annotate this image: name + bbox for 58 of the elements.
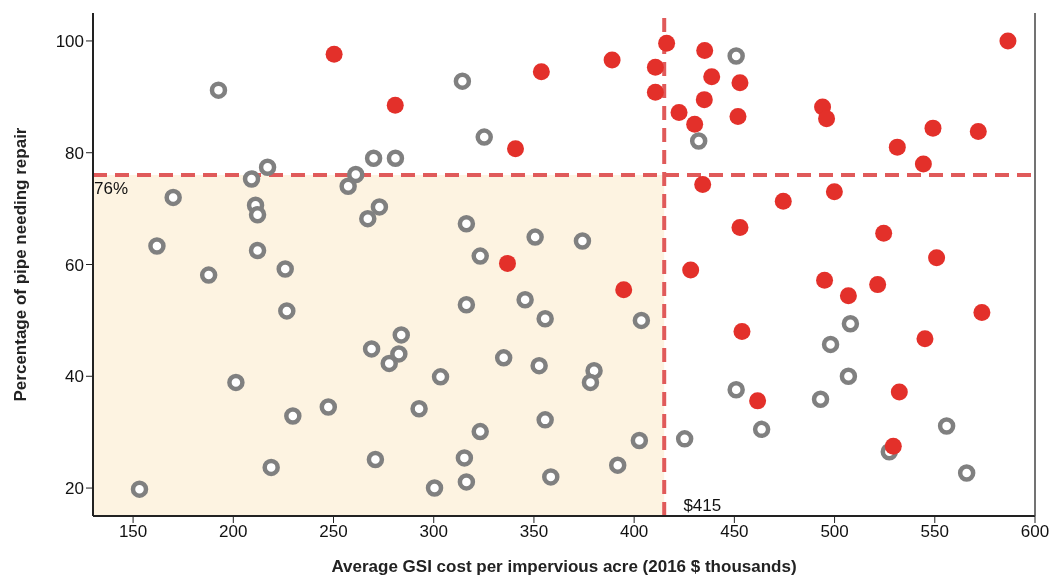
point	[969, 122, 987, 140]
point	[507, 140, 524, 158]
point	[498, 254, 516, 272]
point	[816, 271, 834, 289]
point	[825, 183, 843, 201]
x-tick-label: 350	[519, 522, 549, 542]
point	[916, 330, 934, 348]
point	[703, 68, 721, 86]
point	[928, 249, 946, 267]
point	[686, 115, 704, 133]
point	[646, 83, 664, 101]
point	[729, 107, 747, 125]
point	[774, 192, 792, 210]
point	[749, 392, 767, 410]
point	[818, 110, 836, 128]
point	[386, 96, 404, 114]
x-tick-label: 600	[1020, 522, 1050, 542]
x-tick-label: 400	[619, 522, 649, 542]
y-tick-label: 100	[55, 31, 84, 51]
x-tick-label: 300	[419, 522, 448, 542]
y-axis-title: Percentage of pipe needing repair	[11, 127, 31, 402]
x-tick-label: 450	[720, 522, 749, 542]
point	[696, 41, 714, 59]
point	[670, 103, 688, 121]
point	[884, 437, 902, 455]
point	[694, 176, 712, 194]
x-tick-label: 250	[319, 522, 348, 542]
x-axis-title: Average GSI cost per impervious acre (2016 $ thousands)	[331, 557, 797, 576]
point	[888, 138, 906, 156]
x-tick-label: 550	[920, 522, 949, 542]
point	[603, 51, 621, 69]
y-tick-label: 80	[65, 143, 84, 163]
point	[658, 34, 676, 52]
point	[875, 224, 893, 242]
point	[695, 91, 713, 109]
point	[731, 219, 749, 237]
x-tick-label: 150	[118, 522, 148, 542]
point	[924, 119, 942, 137]
y-tick-label: 20	[65, 479, 84, 499]
point	[890, 383, 908, 401]
point	[532, 63, 550, 81]
point	[914, 155, 932, 173]
point	[615, 281, 633, 299]
y-tick-label: 60	[65, 255, 84, 275]
ref-line-label: $415	[683, 496, 722, 515]
x-tick-label: 500	[820, 522, 849, 542]
point	[682, 261, 700, 279]
y-tick-label: 40	[65, 367, 84, 387]
point	[731, 74, 749, 92]
point	[646, 58, 664, 76]
ref-line-label: 76%	[94, 179, 129, 199]
point	[839, 287, 857, 305]
point	[733, 323, 751, 341]
point	[869, 276, 887, 294]
point	[999, 32, 1017, 50]
x-tick-label: 200	[219, 522, 248, 542]
point	[325, 45, 343, 63]
point	[973, 304, 991, 322]
